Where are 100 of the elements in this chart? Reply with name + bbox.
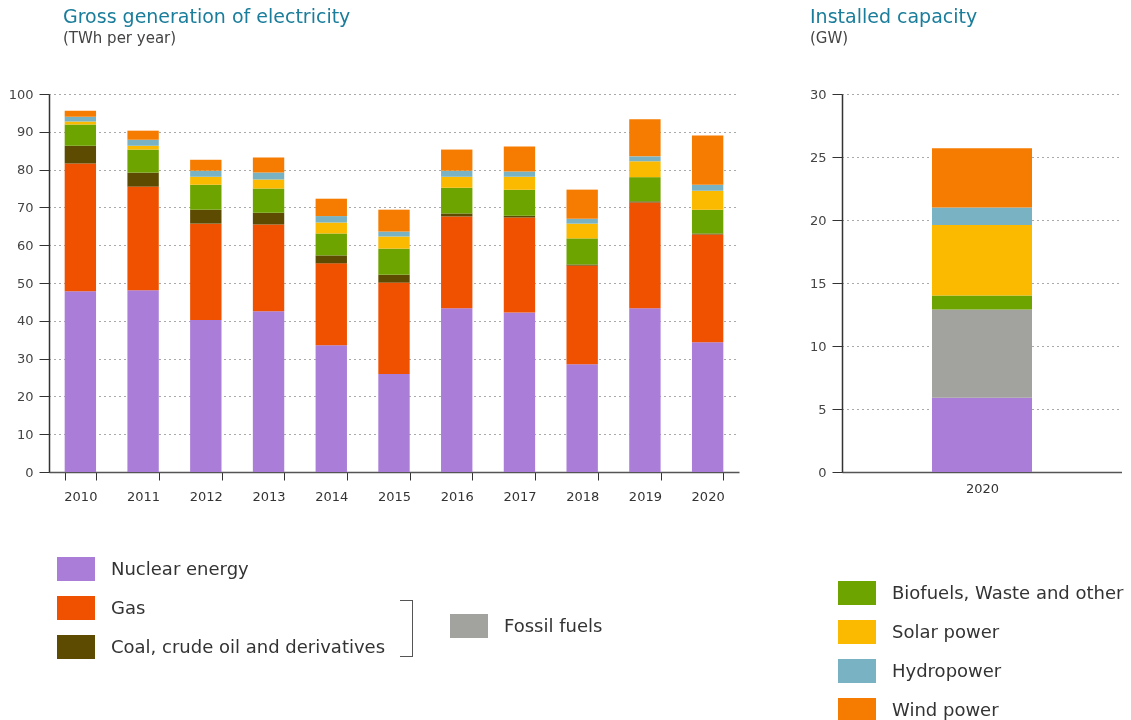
bar	[315, 198, 347, 217]
bar	[441, 149, 473, 171]
bar	[64, 121, 97, 125]
y-tick-label: 80	[16, 162, 34, 178]
y-tick-label: 100	[8, 86, 34, 102]
legend-label: Hydropower	[892, 660, 1002, 681]
legend-label: Nuclear energy	[111, 558, 249, 579]
bar	[441, 216, 473, 309]
bar	[252, 157, 285, 173]
y-tick-label: 30	[16, 351, 34, 367]
y-tick-label: 40	[16, 313, 34, 329]
bar	[315, 345, 347, 472]
chart-title: Gross generation of electricity	[63, 5, 351, 27]
bar	[378, 231, 410, 237]
bar	[503, 146, 536, 172]
bar	[127, 145, 159, 150]
bar	[566, 218, 598, 224]
bar	[315, 216, 347, 223]
bar	[441, 213, 473, 217]
y-tick-label: 90	[16, 124, 34, 140]
bar	[932, 309, 1032, 398]
bar	[127, 149, 159, 173]
bar	[691, 135, 724, 185]
legend-label: Biofuels, Waste and other	[892, 582, 1124, 603]
bar	[64, 110, 97, 117]
bar	[441, 176, 473, 188]
bar	[315, 255, 347, 264]
y-tick-label: 10	[809, 338, 827, 354]
bar	[64, 145, 97, 164]
bar	[64, 291, 97, 472]
bar	[566, 223, 598, 239]
bar	[932, 295, 1032, 310]
bar	[190, 176, 222, 185]
bar	[190, 159, 222, 171]
x-tick-label: 2019	[628, 488, 662, 504]
bar	[566, 189, 598, 219]
x-tick-label: 2013	[252, 488, 286, 504]
bar	[252, 179, 285, 189]
y-tick-label: 15	[809, 275, 827, 291]
chart-title: Installed capacity	[810, 5, 978, 27]
bar	[127, 130, 159, 140]
bar	[566, 265, 598, 365]
bar	[378, 248, 410, 275]
legend-label: Wind power	[892, 699, 999, 720]
bar	[503, 171, 536, 177]
bar	[932, 397, 1032, 472]
y-tick-label: 0	[25, 464, 34, 480]
bar	[629, 161, 661, 178]
x-tick-label: 2017	[503, 488, 537, 504]
bar	[252, 311, 285, 472]
bar	[441, 170, 473, 177]
bar	[190, 184, 222, 210]
x-tick-label: 2020	[691, 488, 725, 504]
legend-label: Solar power	[892, 621, 1000, 642]
bar	[315, 222, 347, 234]
bar	[378, 209, 410, 232]
bar	[691, 234, 724, 343]
y-tick-label: 5	[818, 401, 827, 417]
y-tick-label: 0	[818, 464, 827, 480]
y-tick-label: 50	[16, 275, 34, 291]
bar	[315, 263, 347, 346]
bar	[503, 312, 536, 472]
y-tick-label: 70	[16, 199, 34, 215]
bar	[503, 189, 536, 216]
y-tick-label: 30	[809, 86, 827, 102]
bar	[503, 176, 536, 190]
y-tick-label: 20	[809, 212, 827, 228]
bar	[378, 282, 410, 375]
bar	[691, 342, 724, 472]
bar	[127, 139, 159, 146]
bar	[441, 187, 473, 214]
bar	[932, 148, 1032, 208]
x-tick-label: 2016	[440, 488, 474, 504]
bar	[190, 223, 222, 321]
bar	[127, 290, 159, 472]
x-tick-label: 2020	[965, 480, 1000, 496]
y-tick-label: 20	[16, 388, 34, 404]
bar	[252, 212, 285, 225]
bar	[127, 172, 159, 187]
legend-label: Coal, crude oil and derivatives	[111, 636, 386, 657]
x-tick-label: 2011	[127, 488, 161, 504]
chart-subtitle: (TWh per year)	[63, 29, 177, 47]
bar	[691, 209, 724, 234]
bar	[691, 184, 724, 191]
bar	[190, 320, 222, 472]
bar	[503, 217, 536, 313]
bar	[629, 177, 661, 202]
bar	[378, 274, 410, 283]
legend-label: Fossil fuels	[504, 615, 603, 636]
bar	[629, 308, 661, 472]
bar	[190, 209, 222, 224]
bar	[691, 190, 724, 210]
x-tick-label: 2015	[377, 488, 412, 504]
bar	[64, 163, 97, 292]
bar	[252, 224, 285, 312]
bar	[629, 202, 661, 309]
bar	[378, 374, 410, 472]
bar	[932, 225, 1032, 296]
bar	[441, 308, 473, 472]
bar	[64, 116, 97, 122]
